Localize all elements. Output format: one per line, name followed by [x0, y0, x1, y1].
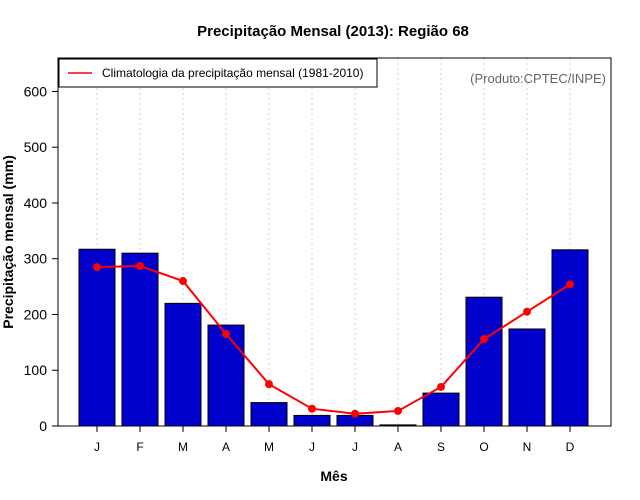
climatology-point-3: [179, 277, 187, 286]
legend-box: [58, 58, 378, 88]
climatology-point-12: [566, 280, 574, 289]
bar-a-4: [207, 324, 245, 427]
bar-m-5: [250, 402, 288, 427]
climatology-point-7: [351, 409, 359, 418]
climatology-point-8: [394, 406, 402, 415]
x-tick-label: O: [479, 440, 488, 454]
climatology-point-1: [93, 263, 101, 272]
climatology-point-5: [265, 380, 273, 389]
climatology-point-4: [222, 330, 230, 338]
bar-s-9: [422, 392, 460, 427]
climatology-series: [93, 261, 574, 418]
chart-title: Precipitação Mensal (2013): Região 68: [197, 23, 469, 40]
bar-o-10: [465, 296, 503, 427]
climatology-point-11: [523, 307, 531, 316]
x-tick-label: M: [178, 440, 188, 454]
bar-j-6: [293, 414, 331, 427]
legend: Climatologia da precipitação mensal (198…: [58, 58, 378, 88]
climatology-point-6: [308, 404, 316, 413]
y-axis: 0 100 200 300 400 500 600: [24, 83, 58, 434]
source-annotation: (Produto:CPTEC/INPE): [470, 71, 606, 86]
y-tick-label: 400: [24, 195, 48, 211]
bar-n-11: [508, 328, 546, 427]
x-tick-label: F: [136, 440, 143, 454]
x-tick-label: J: [352, 440, 358, 454]
x-tick-label: J: [309, 440, 315, 454]
y-axis-label: Precipitação mensal (mm): [0, 155, 16, 329]
legend-entry-climatology: Climatologia da precipitação mensal (198…: [102, 66, 363, 80]
y-tick-label: 200: [24, 306, 48, 322]
climatology-point-10: [480, 335, 488, 344]
y-tick-label: 0: [39, 418, 47, 434]
climatology-point-9: [437, 382, 445, 391]
y-tick-label: 500: [24, 139, 48, 155]
x-tick-label: N: [523, 440, 532, 454]
plot-frame: [57, 57, 612, 427]
x-tick-label: D: [566, 440, 575, 454]
bar-series: [78, 248, 589, 427]
bar-f-2: [121, 252, 159, 427]
y-tick-label: 600: [24, 83, 48, 99]
climatology-line: [96, 264, 571, 415]
x-tick-label: A: [394, 440, 402, 454]
x-tick-label: J: [94, 440, 100, 454]
bar-d-12: [551, 249, 589, 427]
bar-m-3: [164, 302, 202, 427]
y-tick-label: 300: [24, 251, 48, 267]
x-tick-label: M: [264, 440, 274, 454]
bar-j-1: [78, 248, 116, 427]
y-tick-label: 100: [24, 362, 48, 378]
x-tick-label: A: [222, 440, 230, 454]
x-axis-label: Mês: [320, 468, 347, 484]
climatology-point-2: [136, 261, 144, 270]
x-tick-label: S: [437, 440, 445, 454]
